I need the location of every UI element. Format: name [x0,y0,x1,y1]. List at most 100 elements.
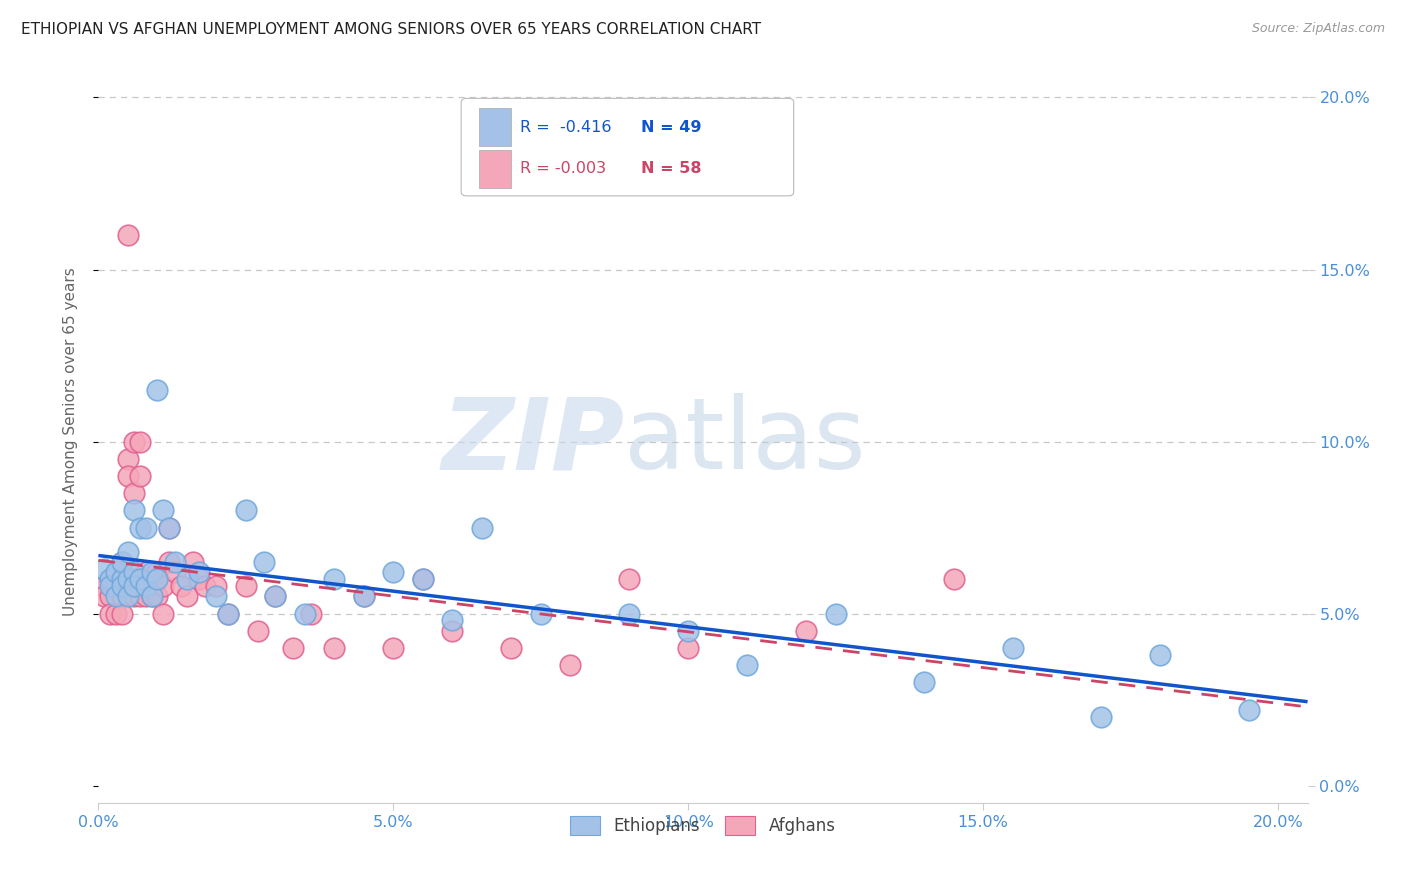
Point [205,590,228,604]
Point [217,607,239,621]
Point [141,572,163,586]
Point [128,520,150,534]
Point [128,590,150,604]
Point [501,640,523,655]
Point [235,503,257,517]
Point [382,566,405,580]
Point [323,640,346,655]
Point [187,572,209,586]
Point [141,590,163,604]
Point [678,624,700,638]
Point [299,607,322,621]
Text: R =  -0.416: R = -0.416 [520,120,612,135]
Point [170,579,193,593]
Point [111,607,134,621]
Point [98,572,121,586]
Point [105,566,128,580]
Point [128,572,150,586]
Point [93,590,115,604]
Point [122,590,145,604]
Text: N = 58: N = 58 [641,161,702,177]
Point [152,503,174,517]
Point [135,566,157,580]
Point [141,566,163,580]
FancyBboxPatch shape [479,150,510,187]
Point [246,624,269,638]
Point [942,572,965,586]
Legend: Ethiopians, Afghans: Ethiopians, Afghans [564,809,842,841]
Point [157,520,180,534]
Point [135,520,157,534]
Text: ETHIOPIAN VS AFGHAN UNEMPLOYMENT AMONG SENIORS OVER 65 YEARS CORRELATION CHART: ETHIOPIAN VS AFGHAN UNEMPLOYMENT AMONG S… [21,22,761,37]
Point [98,579,121,593]
Point [105,566,128,580]
Point [735,658,758,673]
Point [217,607,239,621]
Point [176,590,198,604]
Point [98,607,121,621]
Point [912,675,935,690]
Point [146,572,169,586]
Point [117,228,139,243]
Point [111,555,134,569]
Point [105,590,128,604]
Point [111,555,134,569]
Point [117,469,139,483]
Text: Source: ZipAtlas.com: Source: ZipAtlas.com [1251,22,1385,36]
Point [824,607,846,621]
Point [105,579,128,593]
Point [619,607,641,621]
Point [135,590,157,604]
Point [128,469,150,483]
Point [93,562,115,576]
Point [412,572,434,586]
Point [152,579,174,593]
Point [128,434,150,449]
Point [412,572,434,586]
Point [98,572,121,586]
FancyBboxPatch shape [479,109,510,146]
Point [264,590,287,604]
Text: N = 49: N = 49 [641,120,702,135]
Point [93,579,115,593]
Point [441,624,464,638]
Point [294,607,316,621]
Point [165,555,187,569]
Point [264,590,287,604]
Point [1237,703,1260,717]
Point [122,434,145,449]
Point [1001,640,1024,655]
Point [157,555,180,569]
FancyBboxPatch shape [461,98,793,196]
Point [117,544,139,558]
Point [441,614,464,628]
Point [117,590,139,604]
Y-axis label: Unemployment Among Seniors over 65 years: Unemployment Among Seniors over 65 years [63,268,77,615]
Point [323,572,346,586]
Point [111,579,134,593]
Point [560,658,582,673]
Point [181,555,204,569]
Point [128,572,150,586]
Point [117,451,139,466]
Point [794,624,817,638]
Point [135,579,157,593]
Point [135,579,157,593]
Point [146,383,169,397]
Point [117,572,139,586]
Point [1149,648,1171,662]
Point [205,579,228,593]
Point [353,590,375,604]
Point [678,640,700,655]
Point [141,590,163,604]
Point [157,520,180,534]
Point [382,640,405,655]
Point [252,555,274,569]
Point [105,607,128,621]
Point [530,607,553,621]
Point [122,572,145,586]
Point [152,607,174,621]
Point [235,579,257,593]
Point [1090,710,1112,724]
Point [117,572,139,586]
